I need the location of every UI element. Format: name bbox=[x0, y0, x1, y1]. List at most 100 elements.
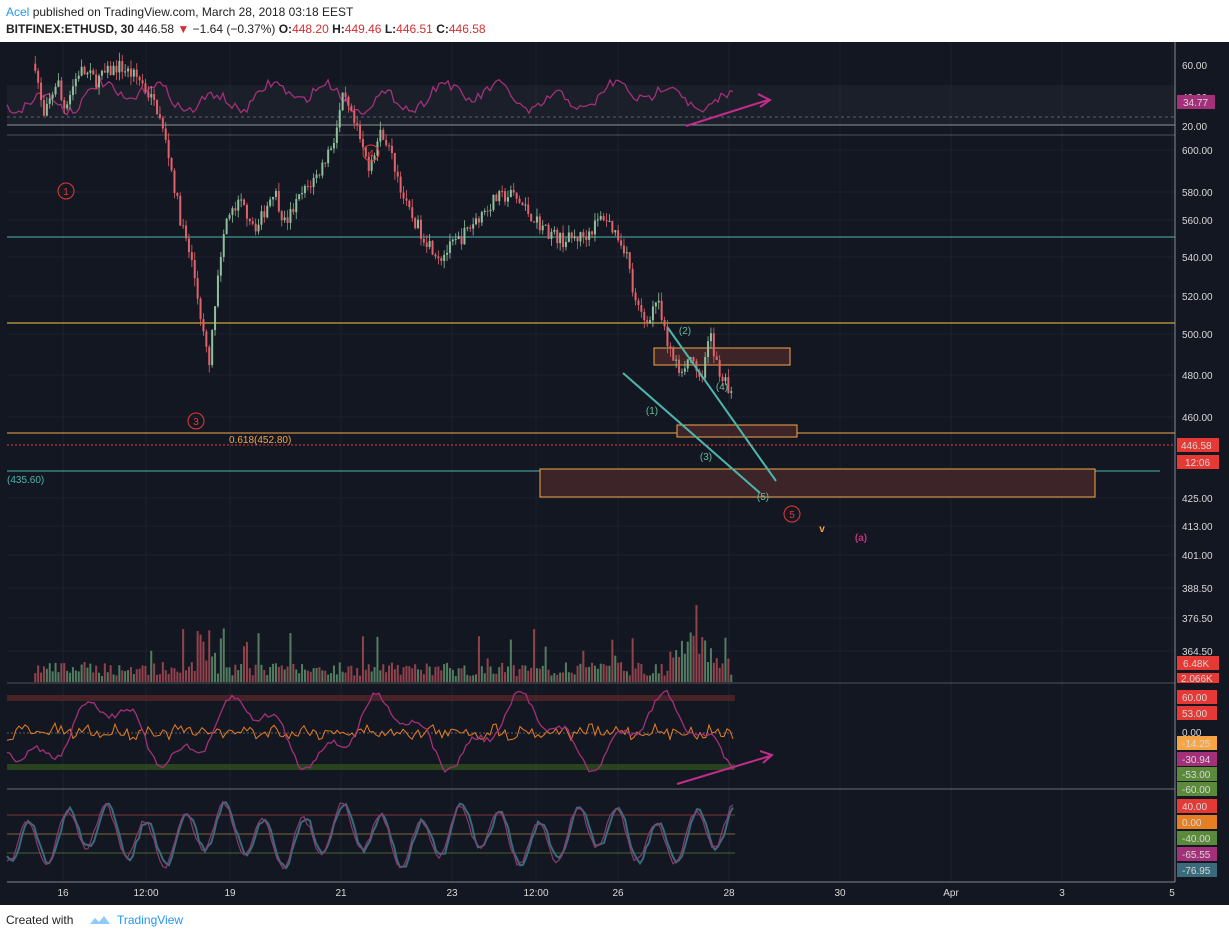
volume-bar bbox=[182, 629, 185, 682]
candle-body bbox=[173, 170, 176, 193]
candle-body bbox=[535, 216, 538, 223]
tradingview-link[interactable]: TradingView bbox=[117, 913, 184, 927]
candle-body bbox=[721, 376, 724, 382]
tradingview-logo-icon[interactable] bbox=[88, 914, 112, 926]
x-axis[interactable]: 16 12:00 19 21 23 12:00 26 28 30 Apr 3 5 bbox=[57, 888, 1175, 899]
symbol-name: BITFINEX:ETHUSD, 30 bbox=[6, 22, 135, 36]
candle-body bbox=[341, 92, 344, 111]
candle-body bbox=[234, 208, 237, 211]
candle-body bbox=[266, 205, 269, 218]
volume-bar bbox=[277, 667, 280, 682]
volume-bar bbox=[460, 668, 463, 682]
volume-bar bbox=[301, 664, 304, 682]
wave-1-label: 1 bbox=[63, 187, 69, 198]
volume-bar bbox=[353, 675, 356, 682]
wave-5-label: 5 bbox=[789, 510, 795, 521]
candle-body bbox=[437, 256, 440, 259]
rsi-tick-label: 20.00 bbox=[1182, 122, 1207, 133]
price-tick-label: 401.00 bbox=[1182, 551, 1213, 562]
fib-label: 0.618(452.80) bbox=[229, 435, 291, 446]
candle-body bbox=[147, 91, 150, 98]
last-price-text: 446.58 bbox=[1181, 441, 1212, 452]
candle-body bbox=[124, 71, 127, 73]
candle-body bbox=[225, 218, 228, 235]
oversold-band bbox=[7, 764, 735, 770]
oscillator-value-tags: 60.0053.000.00-14.25-30.94-53.00-60.0040… bbox=[1177, 690, 1217, 877]
price-tick-label: 425.00 bbox=[1182, 494, 1213, 505]
volume-bar bbox=[451, 669, 454, 682]
candle-body bbox=[715, 356, 718, 361]
candle-body bbox=[228, 215, 231, 219]
candle-body bbox=[646, 320, 649, 324]
candle-body bbox=[446, 252, 449, 255]
volume-bar bbox=[237, 670, 240, 682]
candle-body bbox=[83, 66, 86, 75]
candle-body bbox=[518, 198, 521, 203]
volume-bar bbox=[472, 675, 475, 682]
candle-body bbox=[385, 139, 388, 146]
candle-body bbox=[382, 129, 385, 140]
candle-body bbox=[208, 346, 211, 366]
osc1-tag bbox=[1177, 782, 1217, 796]
volume-bar bbox=[243, 646, 246, 682]
volume-bar bbox=[559, 672, 562, 682]
volume-bar bbox=[396, 664, 399, 682]
candle-body bbox=[492, 194, 495, 210]
volume-bar bbox=[66, 670, 69, 682]
candle-body bbox=[408, 200, 411, 208]
volume-bar bbox=[121, 670, 124, 682]
volume-bar bbox=[95, 665, 98, 682]
volume-bar bbox=[63, 663, 66, 682]
candle-body bbox=[564, 241, 567, 248]
volume-bar bbox=[315, 668, 318, 682]
candle-body bbox=[301, 193, 304, 195]
osc1-tick-label: -30.94 bbox=[1182, 755, 1211, 766]
volume-bar bbox=[477, 636, 480, 682]
volume-bar bbox=[109, 665, 112, 682]
volume-bar bbox=[190, 662, 193, 682]
volume-bar bbox=[553, 673, 556, 682]
volume-bar bbox=[620, 662, 623, 682]
candle-body bbox=[489, 209, 492, 212]
osc2-purple-line bbox=[6, 800, 734, 870]
candle-body bbox=[608, 220, 611, 222]
osc2-tag bbox=[1177, 863, 1217, 877]
volume-bar bbox=[622, 670, 625, 682]
candle-body bbox=[132, 69, 135, 77]
x-tick-label: 12:00 bbox=[133, 888, 158, 899]
author-link[interactable]: Acel bbox=[6, 5, 30, 19]
candle-body bbox=[274, 191, 277, 197]
volume-bar bbox=[611, 639, 614, 682]
volume-bar bbox=[446, 662, 449, 682]
x-tick-label: Apr bbox=[943, 888, 959, 899]
osc1-tick-label: 53.00 bbox=[1182, 709, 1207, 720]
price-pane: 0.618(452.80) (435.60) bbox=[7, 52, 1175, 682]
volume-tag bbox=[1177, 656, 1219, 670]
volume-bar bbox=[367, 664, 370, 682]
wave-5-circle bbox=[783, 505, 801, 523]
volume-bar bbox=[318, 667, 321, 682]
candle-body bbox=[454, 239, 457, 241]
candle-body bbox=[356, 123, 359, 126]
volume-bar bbox=[689, 632, 692, 682]
volume-bar bbox=[425, 663, 428, 682]
volume-bar bbox=[347, 666, 350, 682]
volume-bar bbox=[106, 672, 109, 682]
volume-bar bbox=[686, 641, 689, 682]
volume-bar bbox=[312, 668, 315, 682]
candle-body bbox=[364, 147, 367, 157]
candle-body bbox=[611, 220, 614, 233]
chart-canvas[interactable]: 0.618(452.80) (435.60) 1 3 4 5 (1) (2) (… bbox=[0, 42, 1229, 905]
resistance-box bbox=[653, 347, 791, 366]
candle-body bbox=[649, 320, 652, 324]
volume-bar bbox=[562, 672, 565, 682]
candle-body bbox=[98, 75, 101, 88]
volume-bar bbox=[69, 672, 72, 682]
volume-bar bbox=[370, 671, 373, 682]
candle-body bbox=[289, 208, 292, 223]
volume-bar bbox=[118, 665, 121, 682]
candle-body bbox=[324, 162, 327, 164]
candle-body bbox=[585, 237, 588, 240]
volume-bar bbox=[469, 675, 472, 682]
wave-4-label: 4 bbox=[368, 149, 374, 160]
